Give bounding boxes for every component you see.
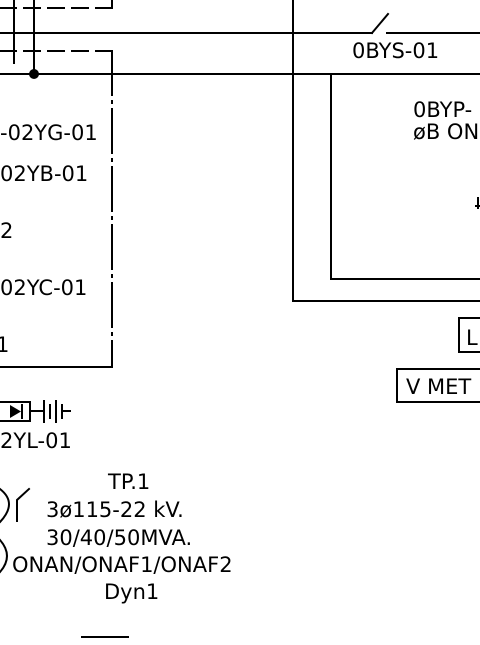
transformer-winding-lower <box>0 538 8 574</box>
transformer-tap-symbol <box>16 487 31 522</box>
junction-dot <box>29 69 39 79</box>
label-tp1: TP.1 <box>107 470 150 494</box>
label-rating-voltage: 3ø115-22 kV. <box>46 498 184 522</box>
label-2: 2 <box>0 219 13 243</box>
v-meter-box-outline <box>396 368 480 403</box>
label-1: 1 <box>0 333 9 357</box>
label-02yc-01: 02YC-01 <box>0 276 87 300</box>
label-phase-on: øB ON <box>413 120 479 144</box>
l-box-outline <box>458 317 480 353</box>
label-0bys-01: 0BYS-01 <box>352 39 439 63</box>
label-v-meter: V MET <box>406 375 471 399</box>
label-02yb-01: 02YB-01 <box>0 162 88 186</box>
label-l: L <box>466 326 478 350</box>
diode-triangle <box>10 405 21 418</box>
label-cooling: ONAN/ONAF1/ONAF2 <box>12 553 233 577</box>
transformer-winding-upper <box>0 487 10 524</box>
label-0byp: 0BYP- <box>413 98 472 122</box>
label-rating-power: 30/40/50MVA. <box>46 526 192 550</box>
label-2yl-01: 2YL-01 <box>0 429 72 453</box>
label-02yg-01: -02YG-01 <box>0 121 98 145</box>
label-vector-group: Dyn1 <box>104 580 159 604</box>
switch-contact <box>370 12 390 35</box>
